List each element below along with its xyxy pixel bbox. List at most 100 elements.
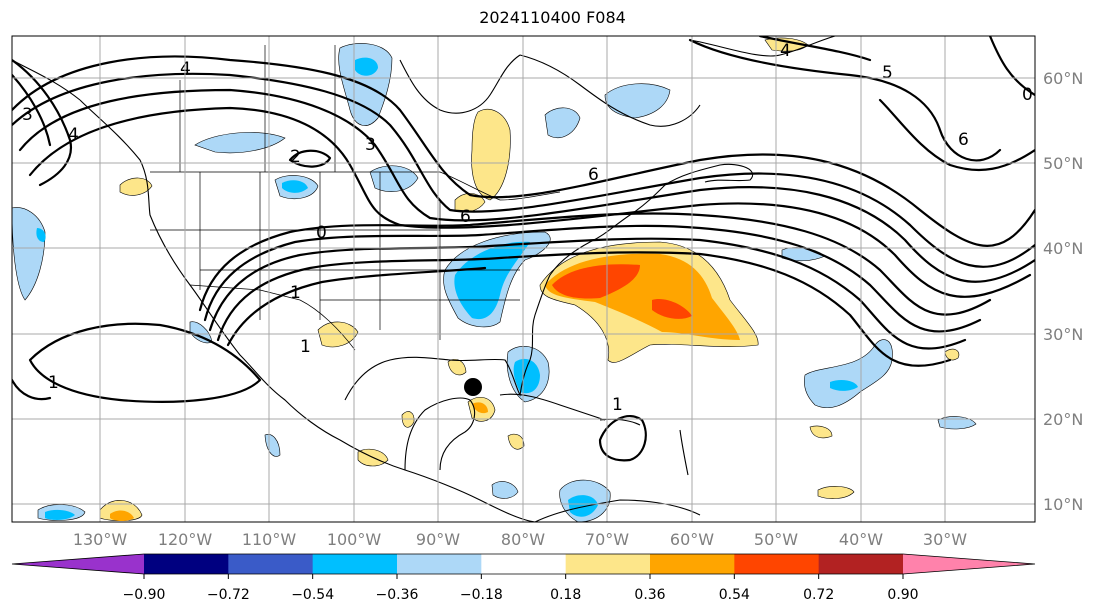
colorbar-segment: [312, 554, 398, 574]
contour-layer: [12, 36, 1035, 462]
contour-line-13: [12, 73, 52, 147]
contour-line-18: [12, 378, 52, 401]
graticule: [12, 36, 1035, 522]
longitude-label: 70°W: [585, 530, 629, 549]
contour-label: 6: [588, 165, 599, 185]
contour-line-7: [208, 237, 967, 350]
colorbar-segment: [565, 554, 651, 574]
negative-anomaly-pacific-west-core: [36, 228, 46, 242]
colorbar-segment: [734, 554, 820, 574]
latitude-label: 30°N: [1043, 325, 1083, 344]
colorbar-tick-label: 0.18: [550, 587, 581, 603]
contour-label: 1: [48, 373, 59, 393]
contour-label: 5: [882, 63, 893, 83]
south-america-coast: [534, 499, 701, 522]
contour-label: 0: [316, 223, 327, 243]
contour-label: 3: [22, 105, 33, 125]
colorbar-segment: [650, 554, 735, 574]
us-canada-border: [150, 171, 561, 201]
contour-line-3: [18, 88, 1035, 283]
hispaniola-coast: [599, 418, 641, 426]
contour-line-19: [878, 98, 1035, 172]
latitude-label: 40°N: [1043, 239, 1083, 258]
political-borders: [150, 45, 561, 351]
contour-label: 0: [1022, 85, 1033, 105]
north-america-west-coast: [79, 99, 536, 522]
contour-line-5: [198, 212, 992, 316]
negative-anomaly-central-america: [491, 481, 519, 499]
colorbar-segment: [228, 554, 314, 574]
cuba-coast: [499, 393, 606, 421]
map-title: 2024110400 F084: [479, 8, 626, 27]
longitude-label: 90°W: [416, 530, 460, 549]
positive-anomaly-hudson: [471, 109, 511, 201]
colorbar-tick-label: 0.54: [719, 587, 750, 603]
red-anomaly-atlantic-1: [552, 264, 640, 299]
colorbar-tick-label: 0.72: [803, 587, 834, 603]
positive-anomaly-cuba-south: [507, 433, 525, 450]
contour-label: 6: [460, 207, 471, 227]
longitude-label: 130°W: [73, 530, 128, 549]
negative-anomaly-labrador: [604, 83, 671, 119]
canada-east-coast: [664, 163, 753, 186]
colorbar-segment: [397, 554, 482, 574]
contour-line-4: [28, 106, 1032, 298]
labrador-coast: [519, 54, 701, 127]
latitude-label: 60°N: [1043, 69, 1083, 88]
contour-label: 3: [365, 135, 376, 155]
colorbar-tick-label: −0.36: [376, 587, 419, 603]
colorbar-tick-label: 0.36: [634, 587, 665, 603]
contour-line-8: [216, 251, 952, 367]
longitude-label: 30°W: [923, 530, 967, 549]
contour-label: 1: [300, 337, 311, 357]
longitude-label: 50°W: [754, 530, 798, 549]
contour-line-15: [758, 36, 872, 62]
contour-label: 1: [290, 283, 301, 303]
colorbar-tick-label: 0.90: [887, 587, 918, 603]
contour-line-11: [288, 149, 332, 168]
positive-anomaly-atlantic-south: [809, 425, 833, 439]
negative-anomaly-eastern-pacific-core: [45, 509, 75, 520]
longitude-label: 40°W: [839, 530, 883, 549]
colorbar-extend-high: [903, 554, 1035, 574]
latitude-labels: 60°N 50°N 40°N 30°N 20°N 10°N: [1043, 69, 1083, 514]
storm-position-dot: [464, 378, 482, 396]
greenland-coast: [689, 36, 836, 57]
contour-line-14: [688, 38, 1002, 162]
contour-label: 1: [612, 395, 623, 415]
longitude-label: 80°W: [501, 530, 545, 549]
contour-label: 6: [958, 130, 969, 150]
longitude-label: 100°W: [327, 530, 382, 549]
colorbar-segment: [481, 554, 567, 574]
colorbar-segment: [818, 554, 904, 574]
latitude-label: 50°N: [1043, 154, 1083, 173]
negative-anomaly-plains-north-core: [282, 180, 308, 193]
colorbar-tick-label: −0.18: [460, 587, 503, 603]
gulf-coast: [344, 356, 531, 401]
latitude-label: 10°N: [1043, 495, 1083, 514]
red-anomaly-atlantic-2: [652, 299, 692, 319]
longitude-label: 60°W: [670, 530, 714, 549]
negative-anomaly-atlantic-mid-core: [830, 379, 858, 391]
contour-line-9: [226, 266, 487, 347]
colorbar-extend-low: [12, 554, 144, 574]
negative-anomaly-caribbean-core: [568, 495, 598, 517]
contour-line-16: [988, 36, 1035, 97]
longitude-label: 120°W: [158, 530, 213, 549]
contour-label: 4: [68, 125, 79, 145]
latitude-label: 20°N: [1043, 410, 1083, 429]
positive-anomaly-west-canada: [119, 177, 153, 196]
positive-anomaly-gulf: [447, 359, 467, 376]
negative-anomaly-atlantic-south: [937, 416, 977, 430]
contour-label: 2: [290, 147, 301, 167]
lesser-antilles: [679, 429, 689, 476]
negative-anomaly-quebec: [544, 107, 581, 138]
contour-label: 4: [780, 41, 791, 61]
colorbar-tick-label: −0.72: [207, 587, 250, 603]
longitude-labels: 130°W 120°W 110°W 100°W 90°W 80°W 70°W 6…: [73, 530, 967, 549]
positive-anomaly-atlantic-east: [944, 348, 960, 361]
positive-anomaly-yucatan-core: [472, 402, 488, 414]
negative-anomaly-florida-core: [513, 358, 540, 394]
negative-anomaly-hudson-bay-core: [355, 57, 378, 76]
